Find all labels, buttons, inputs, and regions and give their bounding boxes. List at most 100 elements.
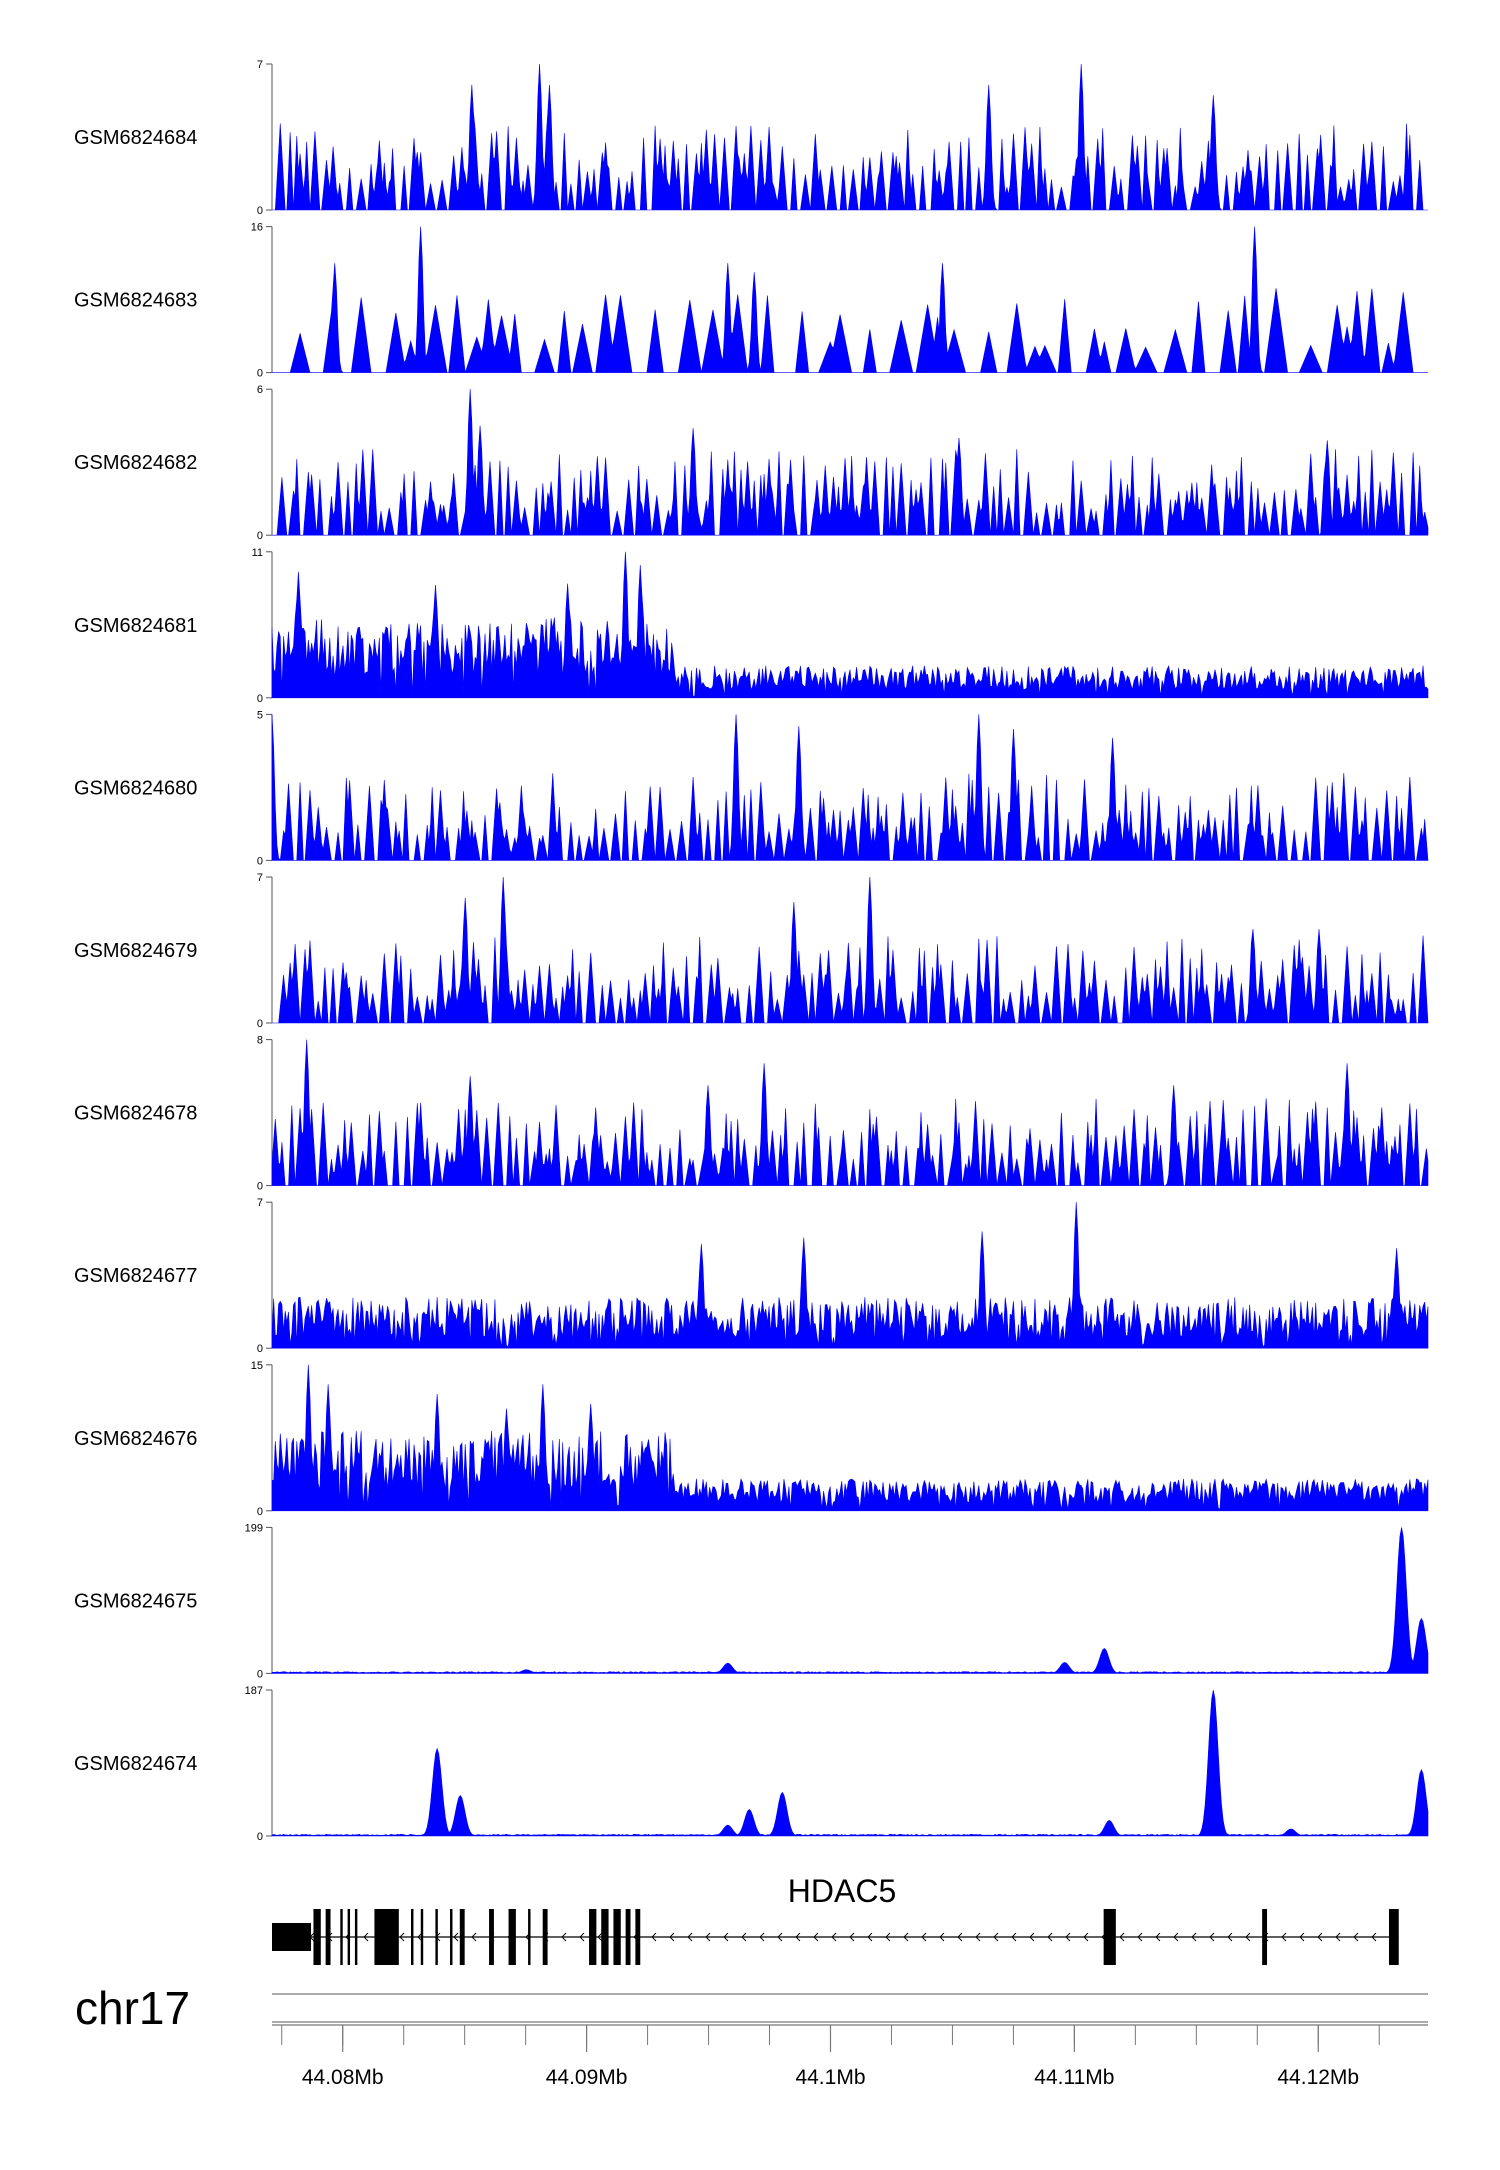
strand-arrow	[1317, 1932, 1323, 1942]
track-GSM6824674: GSM6824674 187 0	[74, 1685, 1429, 1843]
track-label: GSM6824683	[74, 290, 197, 312]
exon-block	[1103, 1909, 1116, 1965]
exon-block	[420, 1909, 424, 1965]
y-max-label: 7	[257, 59, 263, 71]
exon-block	[489, 1909, 494, 1965]
track-GSM6824684: GSM6824684 7 0	[74, 59, 1428, 217]
y-min-label: 0	[257, 530, 263, 542]
coverage-area	[271, 1039, 1429, 1186]
y-min-label: 0	[257, 693, 263, 705]
strand-arrow	[1299, 1932, 1305, 1942]
y-min-label: 0	[257, 855, 263, 867]
gene-annotation-track: HDAC5	[272, 1873, 1399, 1965]
coverage-area	[271, 1689, 1429, 1837]
strand-arrow	[795, 1932, 801, 1942]
strand-arrow	[831, 1932, 837, 1942]
exon-block	[272, 1923, 312, 1951]
axis-tick-label: 44.11Mb	[1034, 2066, 1114, 2089]
y-min-label: 0	[257, 205, 263, 217]
strand-arrow	[1209, 1932, 1215, 1942]
y-max-label: 15	[251, 1360, 263, 1372]
y-max-label: 7	[257, 1197, 263, 1209]
coverage-area	[271, 1202, 1429, 1349]
strand-arrow	[777, 1932, 783, 1942]
exon-block	[1388, 1909, 1399, 1965]
axis-tick-label: 44.08Mb	[302, 2066, 384, 2089]
strand-arrow	[651, 1932, 657, 1942]
strand-arrow	[363, 1932, 369, 1942]
exon-block	[354, 1909, 358, 1965]
exon-block	[528, 1909, 531, 1965]
strand-arrow	[1371, 1932, 1377, 1942]
y-min-label: 0	[257, 1343, 263, 1355]
strand-arrow	[885, 1932, 891, 1942]
coverage-area	[272, 63, 1428, 211]
strand-arrow	[921, 1932, 927, 1942]
y-max-label: 5	[257, 709, 263, 721]
strand-arrow	[1137, 1932, 1143, 1942]
track-label: GSM6824681	[74, 615, 197, 637]
track-label: GSM6824678	[74, 1103, 197, 1125]
y-max-label: 8	[257, 1035, 263, 1047]
y-max-label: 7	[257, 872, 263, 884]
track-GSM6824678: GSM6824678 8 0	[74, 1035, 1429, 1193]
track-label: GSM6824676	[74, 1428, 197, 1450]
strand-arrow	[903, 1932, 909, 1942]
axis-tick-label: 44.09Mb	[546, 2066, 628, 2089]
strand-arrow	[975, 1932, 981, 1942]
exon-block	[450, 1909, 453, 1965]
chromosome-label: chr17	[75, 1982, 190, 2034]
strand-arrow	[1083, 1932, 1089, 1942]
track-GSM6824680: GSM6824680 5 0	[74, 709, 1429, 867]
track-GSM6824682: GSM6824682 6 0	[74, 384, 1429, 542]
track-GSM6824677: GSM6824677 7 0	[74, 1197, 1429, 1355]
strand-arrow	[957, 1932, 963, 1942]
coverage-area	[272, 389, 1429, 536]
exon-block	[589, 1909, 597, 1965]
coverage-area	[271, 1527, 1429, 1674]
track-GSM6824681: GSM6824681 11 0	[74, 547, 1429, 705]
exon-block	[459, 1909, 465, 1965]
strand-arrow	[705, 1932, 711, 1942]
strand-arrow	[453, 1932, 459, 1942]
strand-arrow	[723, 1932, 729, 1942]
y-min-label: 0	[257, 1831, 263, 1843]
strand-arrow	[471, 1932, 477, 1942]
track-GSM6824679: GSM6824679 7 0	[74, 872, 1429, 1030]
coverage-tracks: GSM682468470GSM6824683160GSM682468260GSM…	[74, 59, 1429, 1843]
strand-arrow	[1119, 1932, 1125, 1942]
strand-arrow	[1155, 1932, 1161, 1942]
strand-arrow	[1047, 1932, 1053, 1942]
strand-arrow	[1065, 1932, 1071, 1942]
axis-tick-label: 44.1Mb	[795, 2066, 865, 2089]
exon-block	[613, 1909, 621, 1965]
coverage-area	[271, 1364, 1429, 1512]
exon-block	[435, 1909, 438, 1965]
exon-block	[313, 1909, 321, 1965]
gene-model	[272, 1909, 1399, 1965]
coverage-area	[271, 551, 1429, 699]
axis-tick-label: 44.12Mb	[1277, 2066, 1359, 2089]
track-label: GSM6824684	[74, 127, 197, 149]
strand-arrow	[1335, 1932, 1341, 1942]
strand-arrow	[417, 1932, 423, 1942]
y-min-label: 0	[257, 1018, 263, 1030]
exon-block	[625, 1909, 631, 1965]
genome-axis-track: chr17 44.08Mb 44.09Mb 44.1Mb 44.11Mb 44.12Mb	[75, 1982, 1428, 2089]
track-label: GSM6824675	[74, 1590, 197, 1612]
strand-arrow	[579, 1932, 585, 1942]
y-max-label: 16	[251, 222, 263, 234]
strand-arrow	[597, 1932, 603, 1942]
strand-arrow	[1353, 1932, 1359, 1942]
track-GSM6824676: GSM6824676 15 0	[74, 1360, 1429, 1518]
exon-block	[411, 1909, 414, 1965]
strand-arrow	[867, 1932, 873, 1942]
exon-block	[601, 1909, 609, 1965]
exon-block	[542, 1909, 548, 1965]
exon-block	[635, 1909, 641, 1965]
strand-arrow	[1281, 1932, 1287, 1942]
y-min-label: 0	[257, 1506, 263, 1518]
y-min-label: 0	[257, 1668, 263, 1680]
coverage-area	[271, 714, 1429, 862]
